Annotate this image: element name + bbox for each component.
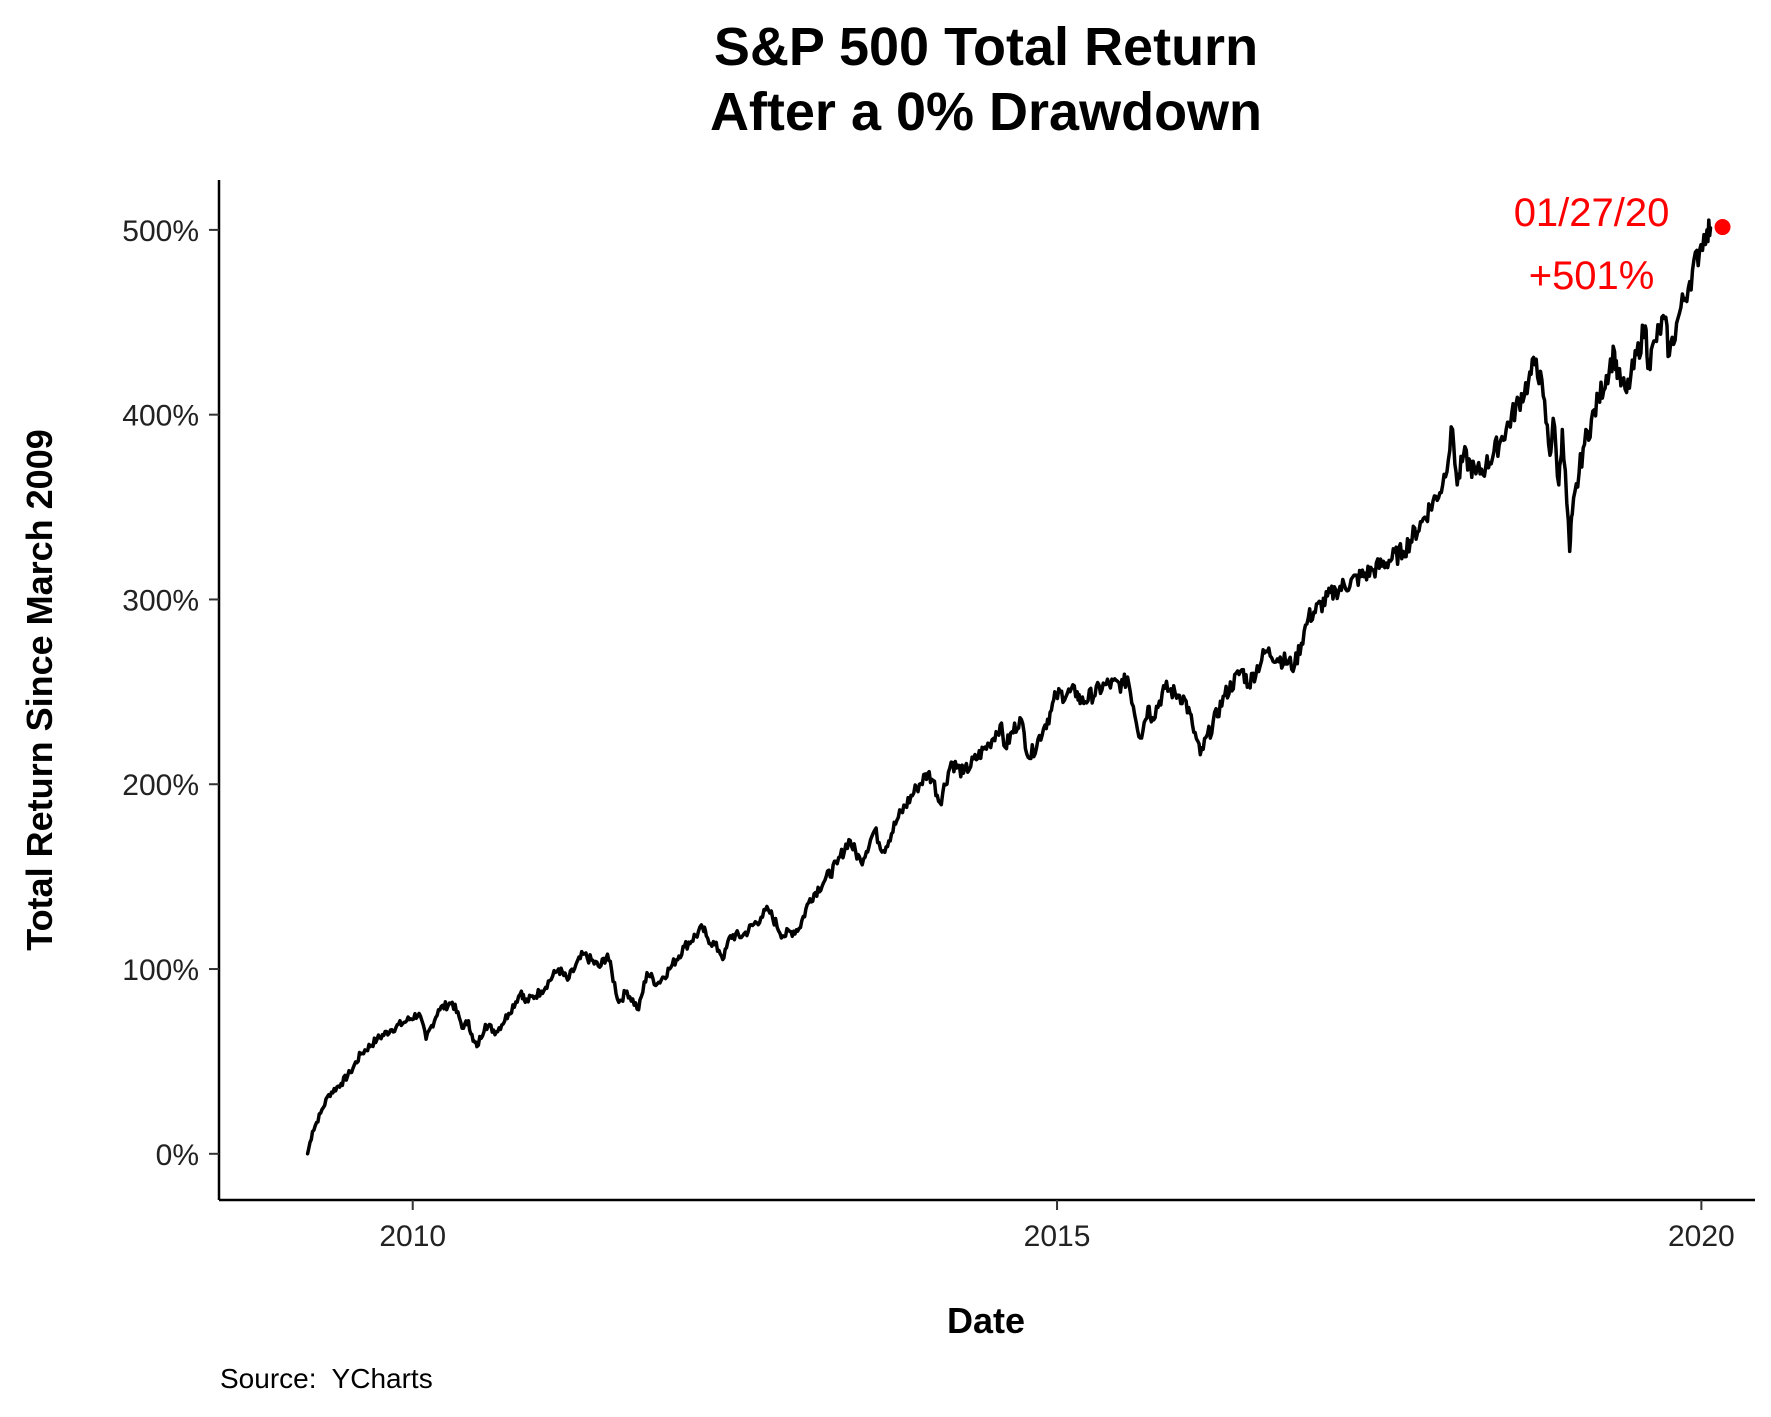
latest-value-marker <box>1714 219 1731 236</box>
y-tick-label: 300% <box>122 584 199 617</box>
annotation-date-label: 01/27/20 <box>1514 191 1670 235</box>
y-tick-label: 200% <box>122 769 199 802</box>
y-axis-title: Total Return Since March 2009 <box>19 429 60 951</box>
y-tick-label: 500% <box>122 215 199 248</box>
x-axis-ticks: 2010 2015 2020 <box>379 1200 1735 1253</box>
source-note: Source: YCharts <box>220 1363 433 1394</box>
y-axis-ticks: 0% 100% 200% 300% 400% 500% <box>122 215 219 1172</box>
x-tick-label: 2010 <box>379 1220 446 1253</box>
y-tick-label: 0% <box>156 1139 199 1172</box>
x-tick-label: 2015 <box>1024 1220 1091 1253</box>
chart-title-line-1: S&P 500 Total Return <box>714 17 1258 77</box>
y-tick-label: 400% <box>122 400 199 433</box>
total-return-line <box>305 218 1713 1156</box>
annotation-value-label: +501% <box>1529 254 1655 298</box>
y-tick-label: 100% <box>122 954 199 987</box>
x-axis-title: Date <box>947 1300 1025 1341</box>
chart-title-line-2: After a 0% Drawdown <box>710 82 1262 142</box>
x-tick-label: 2020 <box>1668 1220 1735 1253</box>
